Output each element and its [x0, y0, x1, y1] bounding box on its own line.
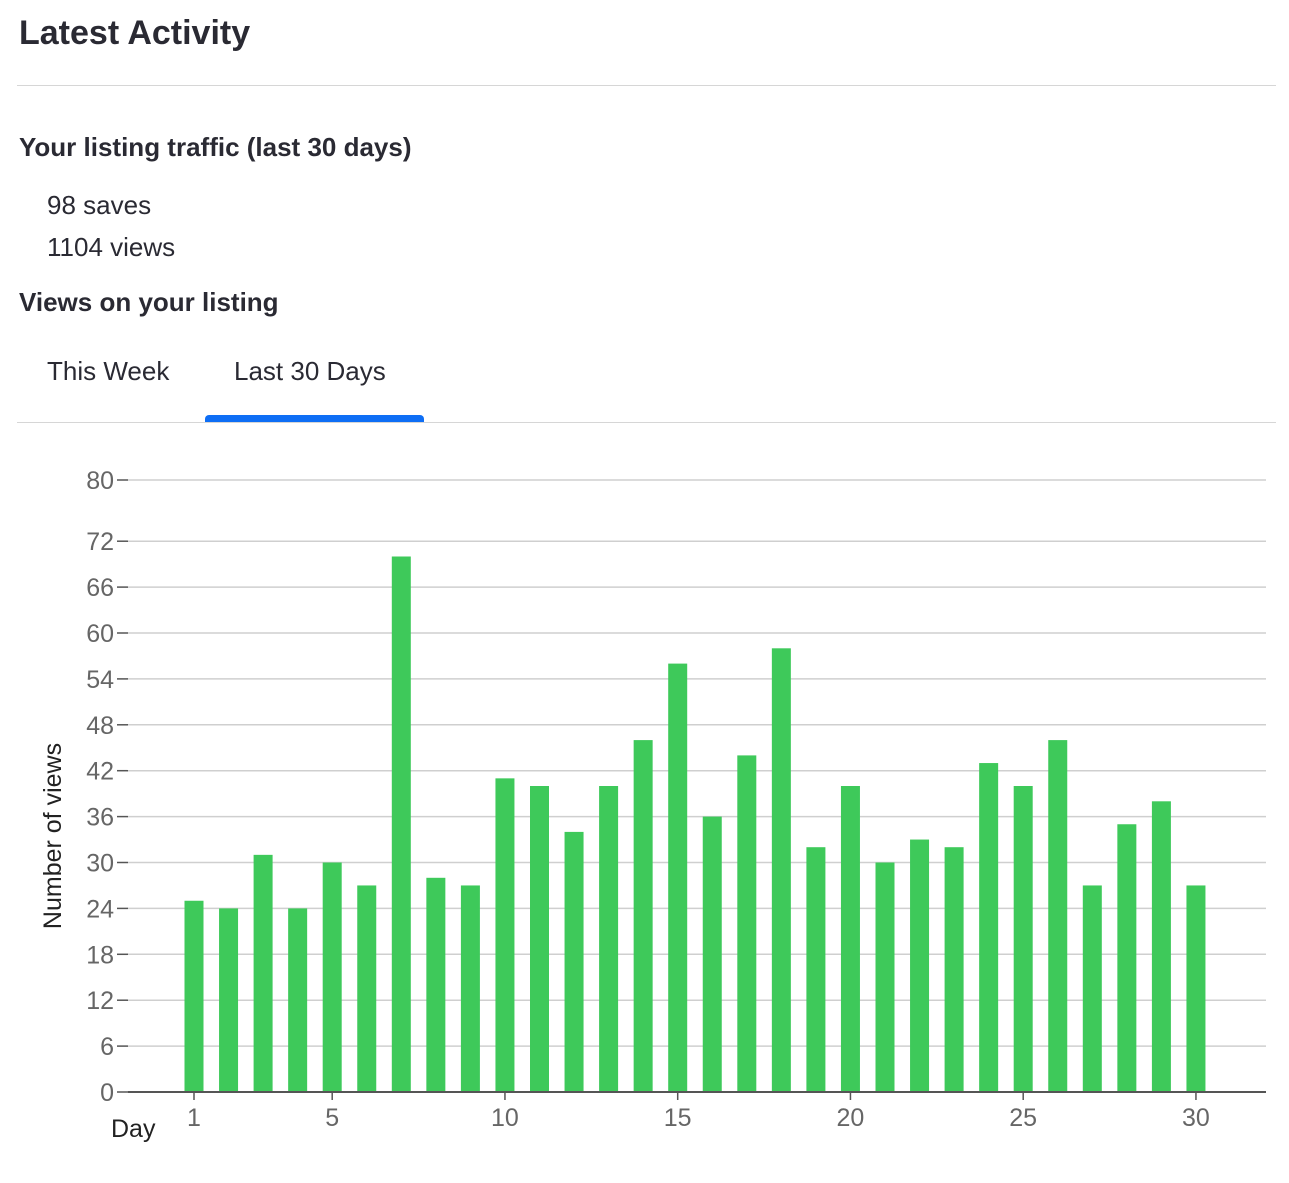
grid-lines: [128, 479, 1266, 1047]
y-tick-label: 24: [86, 895, 114, 923]
saves-count: 98 saves: [47, 190, 152, 220]
y-tick-label: 12: [86, 987, 114, 1015]
x-tick-label: 20: [837, 1104, 865, 1132]
bar-day-30: [1186, 885, 1206, 1092]
bar-day-23: [944, 847, 964, 1092]
bar-day-21: [875, 862, 895, 1092]
y-tick-label: 48: [86, 712, 114, 740]
y-tick-label: 0: [100, 1079, 114, 1107]
bar-day-11: [530, 786, 549, 1092]
bar-day-25: [1013, 786, 1033, 1092]
bar-day-5: [322, 862, 342, 1092]
bar-day-26: [1048, 740, 1068, 1092]
bar-day-27: [1082, 885, 1102, 1092]
views-count: 1104 views: [47, 232, 176, 262]
y-tick-label: 60: [86, 620, 114, 648]
y-tick-label: 54: [86, 666, 114, 694]
tab-last-30-days[interactable]: Last 30 Days: [234, 356, 386, 386]
bar-day-3: [253, 854, 273, 1092]
bar-day-13: [599, 786, 619, 1092]
views-heading: Views on your listing: [19, 287, 279, 317]
bar-day-22: [910, 839, 930, 1092]
bar-day-28: [1117, 824, 1137, 1092]
y-tick-label: 80: [86, 467, 114, 495]
y-tick-label: 66: [86, 574, 114, 602]
x-tick-label: 15: [664, 1104, 692, 1132]
y-tick-label: 30: [86, 850, 114, 878]
x-tick-label: 25: [1009, 1104, 1037, 1132]
y-tick-label: 18: [86, 941, 114, 969]
bar-day-15: [668, 663, 688, 1092]
bar-day-6: [357, 885, 377, 1092]
bar-day-24: [979, 763, 999, 1092]
bar-day-29: [1151, 801, 1171, 1092]
bar-day-7: [391, 556, 411, 1092]
tab-this-week[interactable]: This Week: [47, 356, 170, 386]
bar-day-12: [564, 831, 584, 1092]
x-axis-label: Day: [111, 1115, 156, 1143]
bar-day-2: [219, 908, 239, 1092]
bar-day-10: [495, 778, 515, 1092]
y-tick-label: 42: [86, 758, 114, 786]
x-tick-label: 30: [1182, 1104, 1210, 1132]
bar-day-18: [771, 648, 791, 1092]
page-title: Latest Activity: [19, 14, 251, 52]
x-tick-label: 5: [325, 1104, 339, 1132]
y-tick-label: 6: [100, 1033, 114, 1061]
traffic-heading: Your listing traffic (last 30 days): [19, 132, 412, 162]
y-tick-label: 72: [86, 528, 114, 556]
x-tick-label: 10: [491, 1104, 519, 1132]
bar-day-9: [460, 885, 480, 1092]
y-tick-label: 36: [86, 804, 114, 832]
bar-day-19: [806, 847, 826, 1092]
x-tick-label: 1: [187, 1104, 201, 1132]
bar-day-20: [840, 786, 860, 1092]
bar-day-8: [426, 877, 446, 1092]
header-divider: [17, 85, 1276, 86]
tabs-divider: [17, 422, 1276, 423]
y-axis-label: Number of views: [39, 743, 67, 929]
bar-day-17: [737, 755, 757, 1092]
bar-day-16: [702, 816, 722, 1092]
bar-day-4: [288, 908, 308, 1092]
active-tab-indicator: [205, 415, 424, 422]
bar-day-14: [633, 740, 653, 1092]
bars: [184, 556, 1206, 1092]
bar-day-1: [184, 900, 204, 1092]
